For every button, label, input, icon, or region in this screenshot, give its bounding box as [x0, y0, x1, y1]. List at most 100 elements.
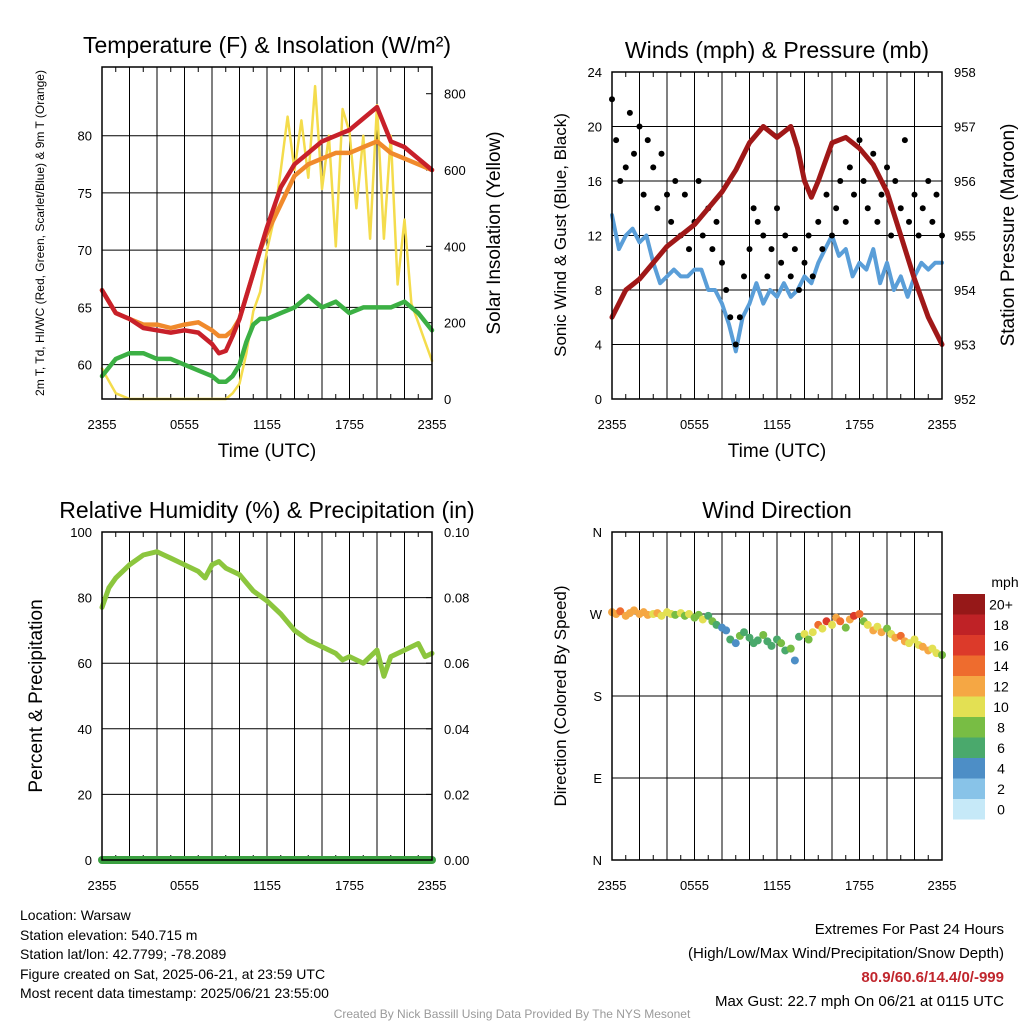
gust-point [878, 191, 885, 198]
gust-point [915, 232, 922, 239]
plot-frame [101, 66, 433, 400]
y2-tick-label: 200 [444, 316, 466, 331]
y2-tick-label: 952 [954, 392, 976, 407]
direction-point [740, 628, 748, 637]
gust-point [901, 137, 908, 144]
y2-axis-label: Station Pressure (Maroon) [998, 124, 1019, 347]
x-tick-label: 1755 [845, 878, 874, 893]
gust-point [664, 191, 670, 198]
figure-created: Figure created on Sat, 2025-06-21, at 23… [20, 965, 326, 982]
colorbar-label: 4 [997, 760, 1005, 776]
colorbar-swatch [953, 696, 985, 717]
direction-point [818, 624, 827, 633]
gust-point [892, 178, 899, 184]
gust-point [911, 191, 918, 198]
gust-point [801, 259, 808, 266]
colorbar-label: 14 [993, 658, 1009, 674]
plot-frame [611, 531, 943, 861]
direction-point [804, 635, 813, 644]
plot-frame [611, 71, 943, 400]
series-rh [99, 549, 435, 679]
y-tick-label: 65 [78, 300, 92, 315]
gust-point [782, 232, 789, 239]
x-axis-label: Time (UTC) [728, 441, 827, 462]
y2-tick-label: 800 [444, 87, 466, 102]
direction-point [836, 617, 845, 626]
y-tick-label: 70 [78, 243, 92, 258]
direction-point [731, 639, 740, 648]
station-elevation: Station elevation: 540.715 m [20, 926, 198, 943]
gust-point [732, 341, 739, 348]
direction-point [759, 630, 768, 639]
x-tick-label: 2355 [88, 878, 117, 893]
gust-point [760, 232, 767, 239]
gust-point [856, 137, 863, 144]
y-tick-label: W [590, 607, 603, 622]
extremes-panel: Extremes For Past 24 Hours (High/Low/Max… [688, 918, 1004, 1014]
x-tick-label: 1155 [253, 417, 281, 432]
y-tick-label: 20 [588, 120, 602, 135]
y-tick-label: 0 [595, 392, 602, 407]
direction-point [722, 626, 731, 635]
gust-point [626, 109, 633, 116]
gust-point [791, 246, 798, 253]
x-tick-label: 1755 [335, 417, 364, 432]
y-tick-label: 4 [595, 338, 602, 353]
x-tick-label: 2355 [928, 878, 957, 893]
gust-point [906, 218, 912, 225]
gust-point [640, 191, 647, 198]
gust-point [837, 178, 844, 184]
gust-point [823, 191, 830, 198]
panel-title: Temperature (F) & Insolation (W/m²) [83, 32, 451, 58]
direction-point [808, 628, 817, 637]
y-axis-label: Direction (Colored By Speed) [551, 585, 570, 806]
gust-point [864, 205, 871, 212]
gust-point [695, 178, 702, 184]
gust-point [787, 273, 794, 280]
colorbar-swatch [953, 799, 985, 820]
gust-point [815, 218, 822, 225]
y2-tick-label: 600 [444, 163, 466, 178]
max-gust: Max Gust: 22.7 mph On 06/21 at 0115 UTC [714, 993, 1004, 1010]
y2-tick-label: 400 [444, 239, 466, 254]
y-tick-label: S [593, 689, 602, 704]
direction-point [790, 656, 799, 665]
gust-point [796, 287, 802, 293]
gust-point [778, 259, 785, 266]
direction-point [704, 611, 713, 620]
direction-point [863, 620, 872, 629]
gust-point [654, 205, 661, 212]
y2-tick-label: 0.04 [444, 722, 469, 737]
gust-point [870, 150, 877, 157]
colorbar-label: 20+ [989, 596, 1013, 612]
y-axis-label: 2m T, Td, HI/WC (Red, Green, Scarlet/Blu… [33, 70, 47, 396]
x-tick-label: 0555 [170, 417, 199, 432]
x-tick-label: 2355 [928, 417, 957, 432]
x-axis-label: Time (UTC) [218, 441, 317, 462]
gust-point [668, 218, 675, 225]
panel-title: Relative Humidity (%) & Precipitation (i… [59, 497, 474, 523]
panel-title: Wind Direction [702, 497, 852, 523]
direction-point [873, 622, 882, 631]
recent-data-timestamp: Most recent data timestamp: 2025/06/21 2… [20, 985, 329, 1001]
colorbar-swatch [953, 614, 985, 635]
gust-point [888, 232, 895, 239]
colorbar-label: 0 [997, 801, 1005, 817]
y2-tick-label: 0.06 [444, 656, 469, 671]
gust-point [622, 164, 629, 171]
x-tick-label: 1755 [335, 878, 364, 893]
direction-point [767, 641, 776, 650]
series-temp [99, 104, 435, 356]
direction-point [896, 631, 905, 640]
gust-point [723, 287, 730, 293]
x-tick-label: 0555 [170, 878, 199, 893]
gust-point [925, 178, 932, 184]
colorbar-label: 2 [997, 781, 1005, 797]
colorbar-label: 18 [993, 617, 1009, 633]
gust-point [768, 246, 775, 253]
gust-point [805, 232, 812, 239]
gust-point [897, 205, 904, 212]
gust-point [833, 205, 840, 212]
gust-point [672, 178, 679, 184]
y2-tick-label: 958 [954, 65, 976, 80]
